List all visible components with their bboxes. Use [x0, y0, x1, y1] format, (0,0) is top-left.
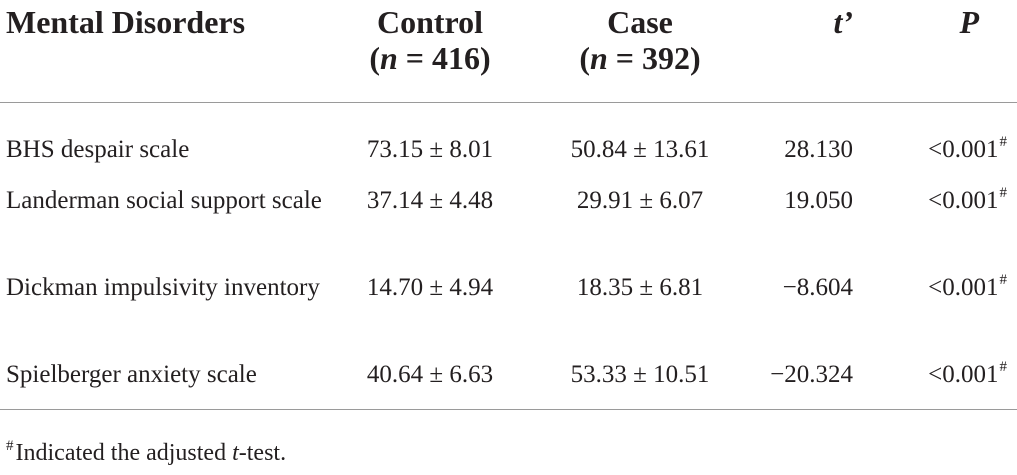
- header-p-value: P: [867, 0, 1017, 103]
- table-row: Dickman impulsivity inventory 14.70 ± 4.…: [0, 255, 1017, 342]
- p-value: <0.001#: [928, 185, 1008, 215]
- header-control-n: (n = 416): [369, 40, 491, 76]
- header-control-title: Control: [376, 4, 484, 40]
- case-value: 50.84 ± 13.61: [570, 136, 710, 163]
- header-case: Case (n = 392): [525, 0, 755, 103]
- header-control: Control (n = 416): [335, 0, 525, 103]
- table-footnote: #Indicated the adjusted t-test.: [6, 438, 286, 468]
- row-label: BHS despair scale: [6, 136, 190, 163]
- control-value: 37.14 ± 4.48: [366, 187, 494, 214]
- case-value: 29.91 ± 6.07: [576, 187, 704, 214]
- footnote-text-italic: t: [232, 440, 239, 466]
- control-value: 40.64 ± 6.63: [335, 342, 525, 410]
- adjusted-test-mark: #: [999, 359, 1008, 375]
- table-row: Landerman social support scale 37.14 ± 4…: [0, 168, 1017, 255]
- t-value: 28.130: [784, 136, 853, 163]
- p-value: <0.001#: [867, 342, 1017, 410]
- header-case-title: Case: [607, 4, 673, 40]
- control-value: 14.70 ± 4.94: [366, 274, 494, 301]
- footnote-mark: #: [6, 438, 14, 454]
- header-case-n: (n = 392): [579, 40, 701, 76]
- header-t-statistic: t’: [755, 0, 867, 103]
- t-value: 19.050: [784, 187, 853, 214]
- adjusted-test-mark: #: [999, 272, 1008, 288]
- case-value: 18.35 ± 6.81: [576, 274, 704, 301]
- case-value: 53.33 ± 10.51: [525, 342, 755, 410]
- t-value: −8.604: [782, 274, 853, 301]
- table-row: Spielberger anxiety scale 40.64 ± 6.63 5…: [0, 342, 1017, 410]
- control-value: 73.15 ± 8.01: [366, 136, 494, 163]
- table-row: BHS despair scale 73.15 ± 8.01 50.84 ± 1…: [0, 103, 1017, 169]
- row-label: Dickman impulsivity inventory: [6, 274, 320, 301]
- adjusted-test-mark: #: [999, 185, 1008, 201]
- header-row: Mental Disorders Control (n = 416) Case …: [0, 0, 1017, 103]
- p-value: <0.001#: [928, 272, 1008, 302]
- row-label: Landerman social support scale: [6, 187, 322, 214]
- t-value: −20.324: [755, 342, 867, 410]
- results-table: Mental Disorders Control (n = 416) Case …: [0, 0, 1017, 410]
- header-mental-disorders: Mental Disorders: [0, 0, 335, 103]
- footnote-text-after: -test.: [238, 440, 287, 466]
- row-label: Spielberger anxiety scale: [0, 342, 335, 410]
- footnote-text-before: Indicated the adjusted: [15, 440, 233, 466]
- adjusted-test-mark: #: [999, 134, 1008, 150]
- p-value: <0.001#: [928, 134, 1008, 164]
